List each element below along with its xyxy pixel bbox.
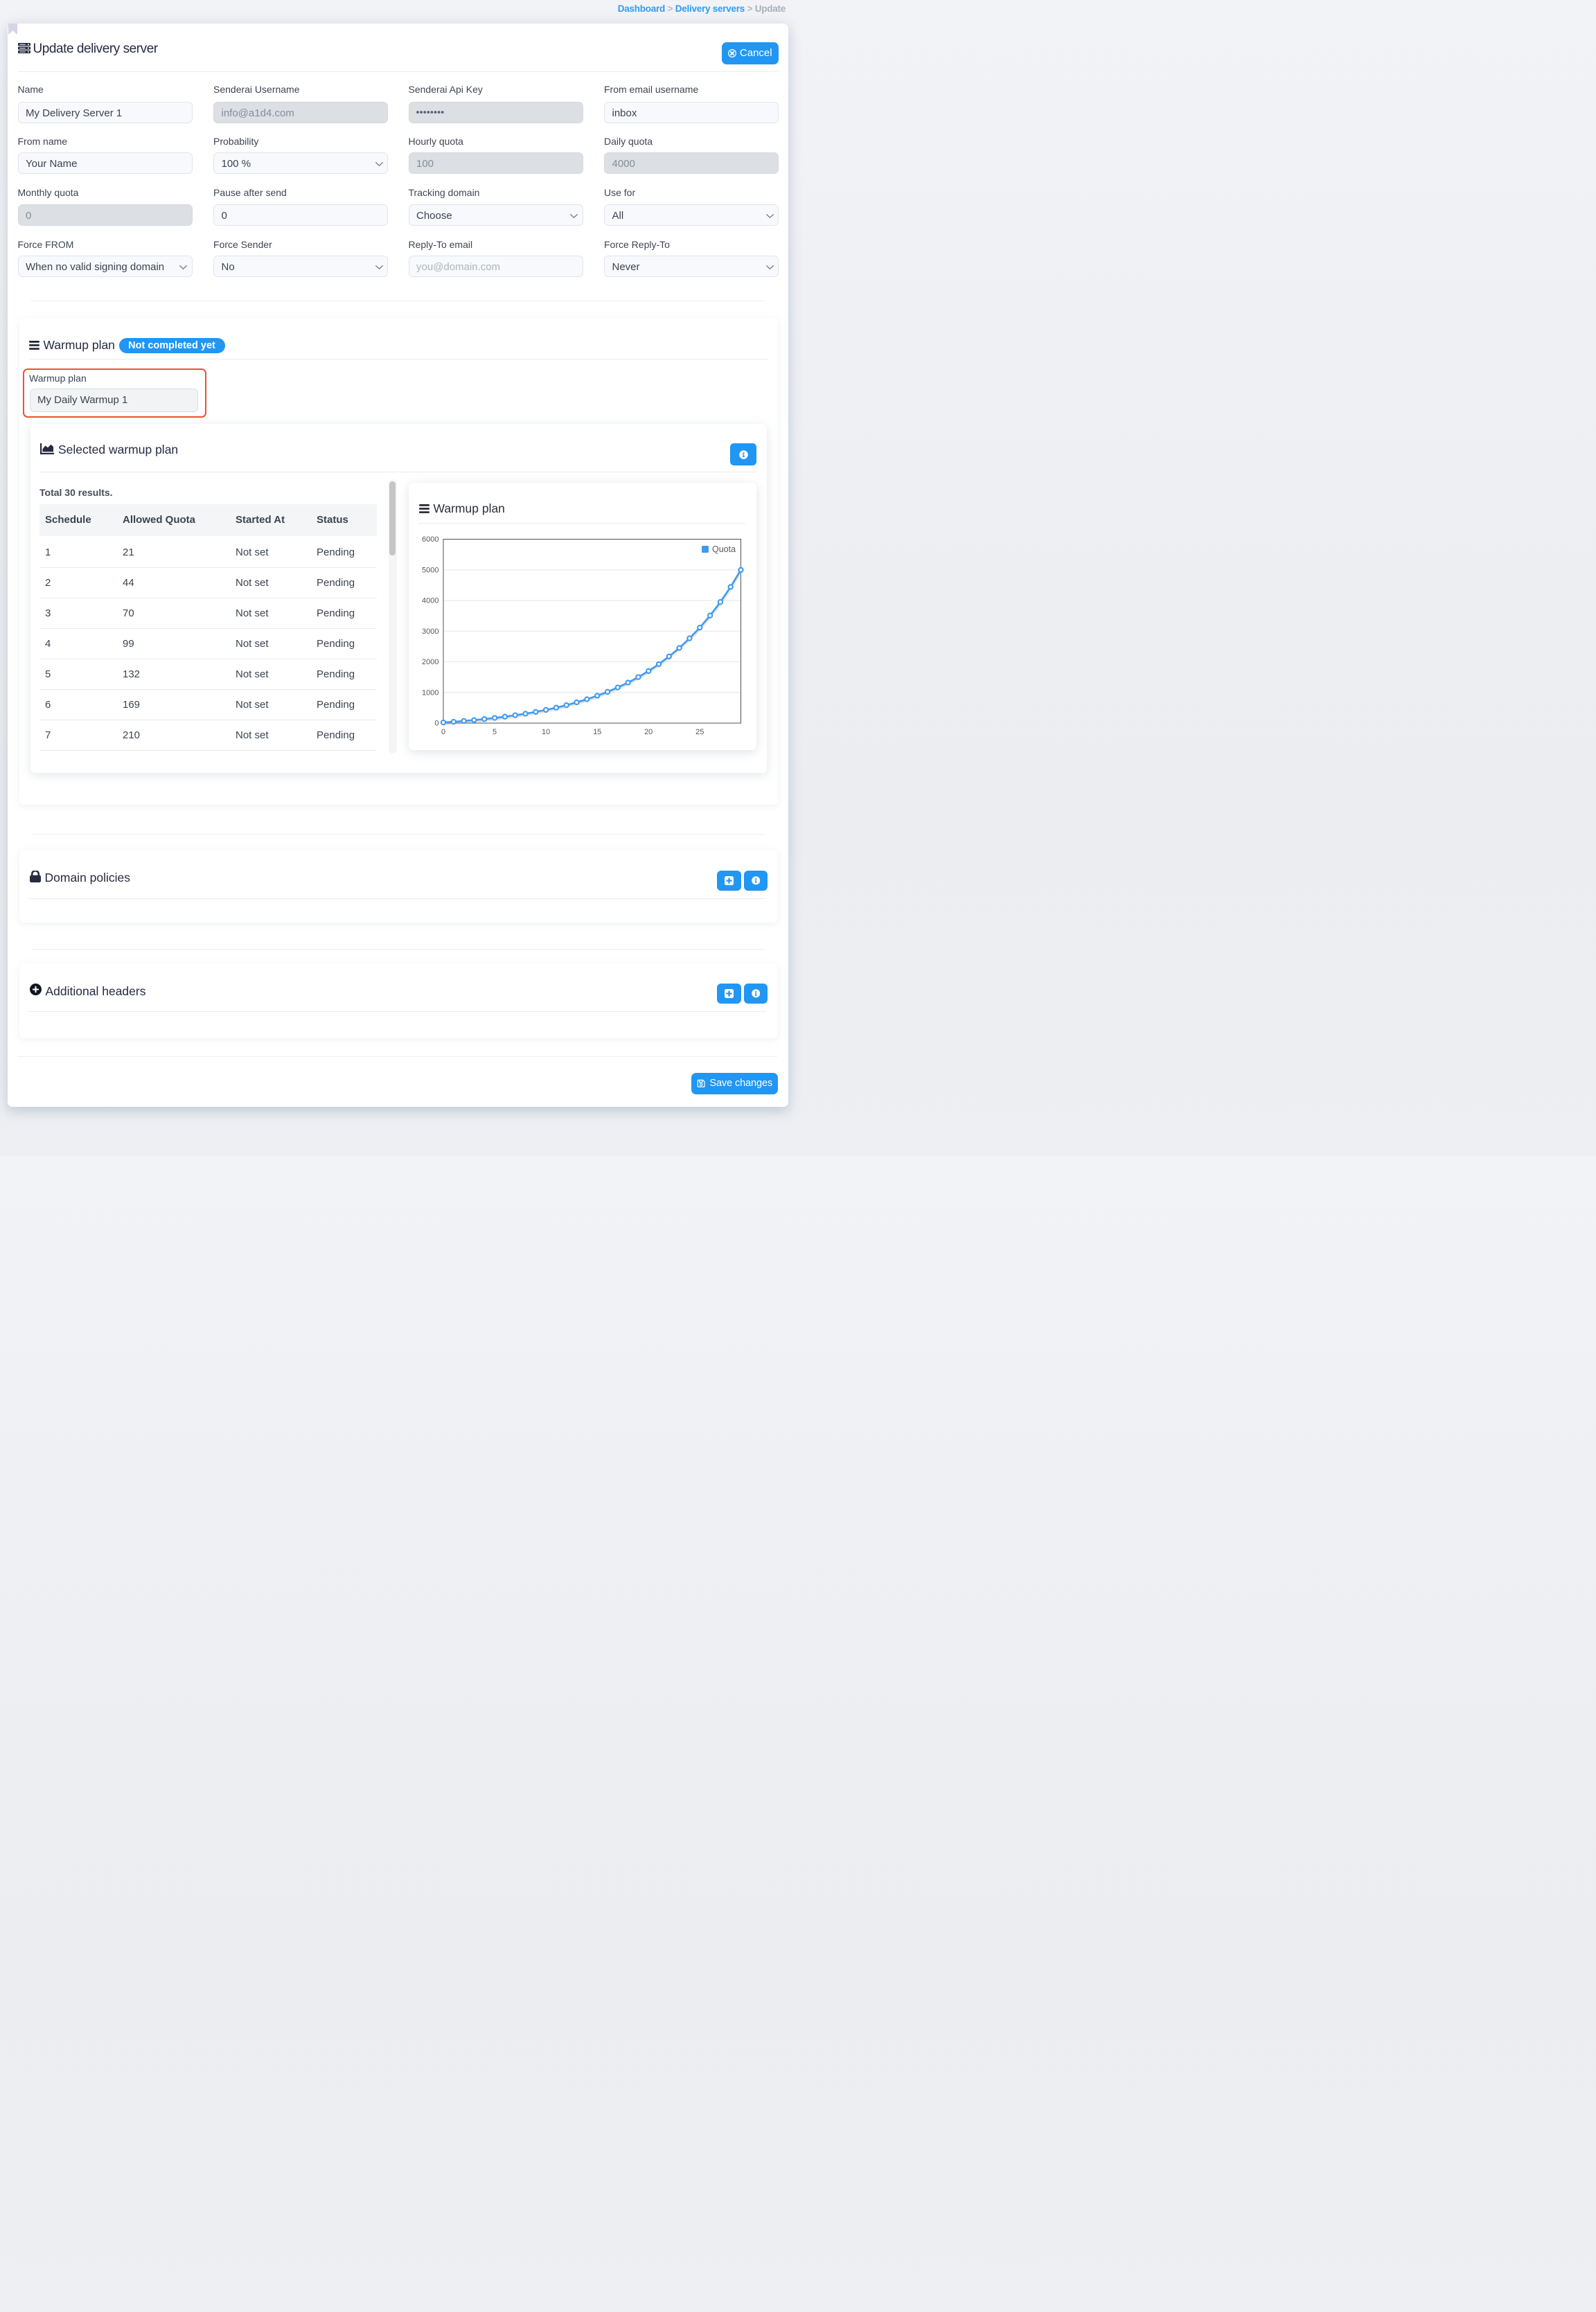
- svg-text:6000: 6000: [422, 535, 438, 544]
- svg-text:Quota: Quota: [712, 544, 736, 554]
- svg-text:5: 5: [493, 728, 497, 736]
- svg-text:15: 15: [593, 728, 601, 736]
- svg-text:4000: 4000: [422, 597, 438, 605]
- svg-text:3000: 3000: [422, 628, 438, 636]
- svg-text:0: 0: [434, 720, 438, 728]
- svg-text:5000: 5000: [422, 567, 438, 575]
- svg-text:20: 20: [644, 728, 653, 736]
- svg-text:0: 0: [441, 728, 445, 736]
- svg-text:1000: 1000: [422, 688, 438, 697]
- svg-text:25: 25: [695, 728, 704, 736]
- svg-text:2000: 2000: [422, 658, 438, 666]
- svg-text:10: 10: [542, 728, 550, 736]
